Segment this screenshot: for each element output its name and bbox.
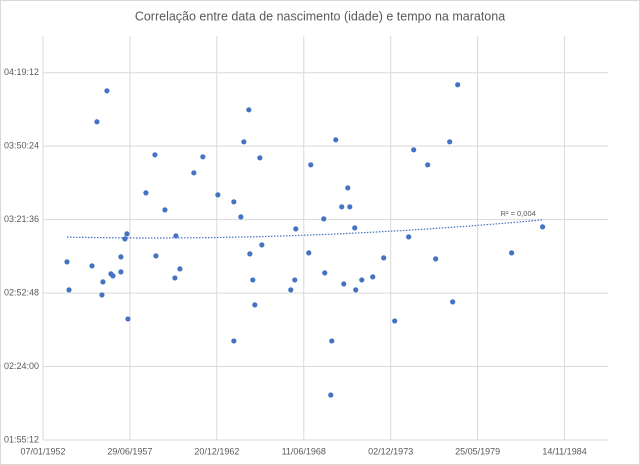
point (425, 162, 431, 168)
point (352, 225, 358, 231)
point (539, 224, 546, 230)
point (99, 292, 105, 298)
point (231, 338, 237, 344)
point (66, 287, 72, 293)
point (329, 338, 335, 344)
point (381, 255, 387, 261)
point (241, 139, 247, 145)
point (293, 226, 299, 232)
y-tick-label: 03:21:36 (4, 214, 39, 224)
point (94, 119, 100, 125)
point (406, 234, 412, 240)
point (173, 233, 179, 239)
point (231, 199, 237, 205)
point (252, 302, 258, 308)
point (177, 266, 183, 272)
point (191, 170, 197, 176)
y-tick-label: 02:24:00 (4, 361, 39, 371)
point (347, 204, 353, 210)
point (143, 190, 149, 196)
point (433, 256, 439, 262)
point (259, 242, 265, 248)
point (353, 287, 359, 293)
point (250, 277, 256, 283)
chart-title: Correlação entre data de nascimento (ida… (135, 9, 505, 23)
x-tick-label: 02/12/1973 (368, 446, 413, 456)
trendline-label: R² = 0,004 (501, 209, 536, 218)
x-tick-label: 20/12/1962 (194, 446, 239, 456)
point (172, 275, 178, 281)
point (118, 269, 124, 275)
point (200, 154, 206, 160)
point (333, 137, 339, 143)
point (100, 279, 106, 285)
y-tick-label: 04:19:12 (4, 67, 39, 77)
point (509, 250, 515, 256)
point (104, 88, 110, 94)
point (215, 192, 221, 198)
point (89, 263, 95, 269)
point (152, 152, 158, 158)
point (370, 274, 376, 280)
point (118, 254, 124, 260)
point (125, 316, 131, 322)
point (306, 250, 312, 256)
point (411, 147, 417, 153)
point (447, 139, 453, 145)
y-tick-label: 03:50:24 (4, 141, 39, 151)
point (247, 251, 253, 257)
point (110, 273, 116, 279)
point (162, 207, 168, 213)
y-tick-label: 01:55:12 (4, 434, 39, 444)
y-tick-label: 02:52:48 (4, 287, 39, 297)
point (345, 185, 351, 191)
point (238, 214, 244, 220)
point (292, 277, 298, 283)
point (64, 259, 70, 265)
x-tick-label: 11/06/1968 (282, 446, 326, 456)
point (308, 162, 314, 168)
trendline (66, 219, 543, 239)
point (257, 155, 263, 161)
point (341, 281, 347, 287)
point (124, 231, 130, 237)
point (246, 107, 252, 113)
point (153, 253, 159, 259)
point (321, 216, 327, 222)
point (288, 287, 294, 293)
point (122, 236, 128, 242)
x-tick-label: 29/06/1957 (107, 446, 152, 456)
point (392, 318, 398, 324)
point (359, 277, 365, 283)
point (450, 299, 456, 305)
point (322, 270, 328, 276)
x-tick-label: 07/01/1952 (20, 446, 65, 456)
point (328, 392, 334, 398)
x-tick-label: 14/11/1984 (542, 446, 586, 456)
point (339, 204, 345, 210)
x-tick-label: 25/05/1979 (455, 446, 500, 456)
point (455, 82, 461, 88)
